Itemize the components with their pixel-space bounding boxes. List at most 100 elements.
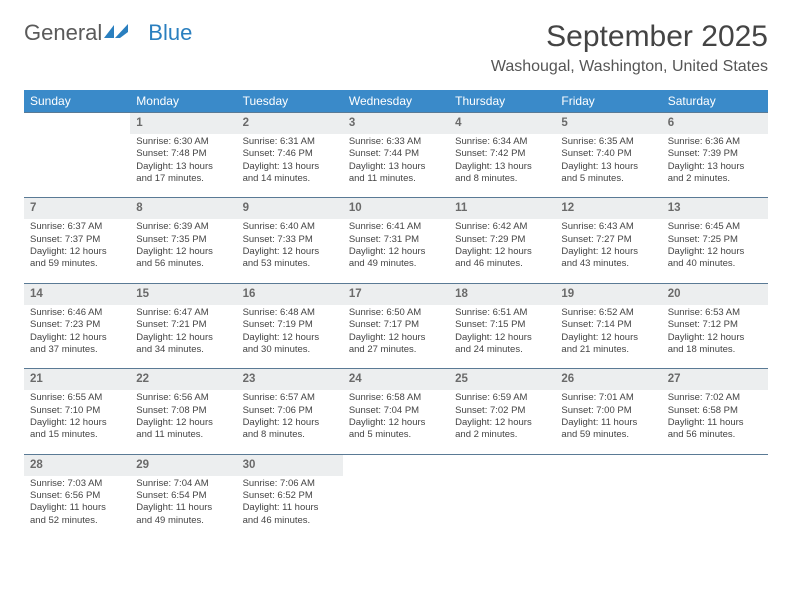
sunset-text: Sunset: 7:14 PM [561,319,655,331]
sunset-text: Sunset: 7:39 PM [668,148,762,160]
day-content-cell: Sunrise: 6:58 AMSunset: 7:04 PMDaylight:… [343,390,449,454]
day-number-cell: 5 [555,113,661,134]
sunset-text: Sunset: 7:17 PM [349,319,443,331]
day-number-cell: 11 [449,198,555,219]
day-number-cell: 19 [555,283,661,304]
sunrise-text: Sunrise: 6:50 AM [349,307,443,319]
daylight-text: Daylight: 12 hours and 46 minutes. [455,246,549,271]
sunrise-text: Sunrise: 6:31 AM [243,136,337,148]
day-content-cell: Sunrise: 6:56 AMSunset: 7:08 PMDaylight:… [130,390,236,454]
day-content-cell: Sunrise: 6:41 AMSunset: 7:31 PMDaylight:… [343,219,449,283]
sunrise-text: Sunrise: 6:30 AM [136,136,230,148]
logo-text-blue: Blue [148,20,192,46]
daylight-text: Daylight: 12 hours and 27 minutes. [349,332,443,357]
daylight-text: Daylight: 12 hours and 2 minutes. [455,417,549,442]
sunrise-text: Sunrise: 6:46 AM [30,307,124,319]
day-number-cell: 15 [130,283,236,304]
sunset-text: Sunset: 7:21 PM [136,319,230,331]
day-number-row: 123456 [24,113,768,134]
daylight-text: Daylight: 13 hours and 14 minutes. [243,161,337,186]
day-number-row: 282930 [24,454,768,475]
sunset-text: Sunset: 7:29 PM [455,234,549,246]
weekday-header: Tuesday [237,90,343,113]
calendar-table: Sunday Monday Tuesday Wednesday Thursday… [24,90,768,540]
day-content-cell: Sunrise: 7:06 AMSunset: 6:52 PMDaylight:… [237,476,343,540]
sunrise-text: Sunrise: 7:02 AM [668,392,762,404]
day-number-cell: 6 [662,113,768,134]
logo-flag-icon [104,20,130,46]
sunrise-text: Sunrise: 6:36 AM [668,136,762,148]
day-content-cell: Sunrise: 7:04 AMSunset: 6:54 PMDaylight:… [130,476,236,540]
daylight-text: Daylight: 11 hours and 49 minutes. [136,502,230,527]
day-content-cell: Sunrise: 6:53 AMSunset: 7:12 PMDaylight:… [662,305,768,369]
sunset-text: Sunset: 7:08 PM [136,405,230,417]
day-content-cell: Sunrise: 6:37 AMSunset: 7:37 PMDaylight:… [24,219,130,283]
day-number-cell: 2 [237,113,343,134]
daylight-text: Daylight: 11 hours and 46 minutes. [243,502,337,527]
sunset-text: Sunset: 7:23 PM [30,319,124,331]
sunrise-text: Sunrise: 6:33 AM [349,136,443,148]
daylight-text: Daylight: 13 hours and 2 minutes. [668,161,762,186]
day-number-cell: 9 [237,198,343,219]
daylight-text: Daylight: 13 hours and 5 minutes. [561,161,655,186]
day-number-cell: 20 [662,283,768,304]
day-content-row: Sunrise: 6:46 AMSunset: 7:23 PM Daylight:… [24,305,768,369]
sunset-text: Sunset: 7:31 PM [349,234,443,246]
sunset-text: Sunset: 6:56 PM [30,490,124,502]
day-content-row: Sunrise: 7:03 AMSunset: 6:56 PMDaylight:… [24,476,768,540]
day-number-cell: 3 [343,113,449,134]
day-number-cell: 13 [662,198,768,219]
day-number-cell: 7 [24,198,130,219]
day-content-cell [449,476,555,540]
day-number-cell: 16 [237,283,343,304]
sunrise-text: Sunrise: 6:51 AM [455,307,549,319]
sunrise-text: Sunrise: 6:40 AM [243,221,337,233]
daylight-text: Daylight: 12 hours and 40 minutes. [668,246,762,271]
page-header: General Blue September 2025 Washougal, W… [24,20,768,76]
sunrise-text: Sunrise: 7:03 AM [30,478,124,490]
day-number-cell: 12 [555,198,661,219]
day-content-cell: Sunrise: 6:45 AMSunset: 7:25 PMDaylight:… [662,219,768,283]
daylight-text: Daylight: 12 hours and 43 minutes. [561,246,655,271]
day-content-cell: Sunrise: 6:59 AMSunset: 7:02 PMDaylight:… [449,390,555,454]
day-number-cell: 27 [662,369,768,390]
day-content-cell: Sunrise: 6:30 AMSunset: 7:48 PMDaylight:… [130,134,236,198]
daylight-text: Daylight: 12 hours and 8 minutes. [243,417,337,442]
calendar-body: 123456Sunrise: 6:30 AMSunset: 7:48 PMDay… [24,113,768,540]
daylight-text: Daylight: 12 hours and 24 minutes. [455,332,549,357]
sunrise-text: Sunrise: 6:47 AM [136,307,230,319]
day-content-cell: Sunrise: 6:39 AMSunset: 7:35 PMDaylight:… [130,219,236,283]
day-content-cell: Sunrise: 6:36 AMSunset: 7:39 PMDaylight:… [662,134,768,198]
day-content-cell: Sunrise: 6:43 AMSunset: 7:27 PMDaylight:… [555,219,661,283]
daylight-text: Daylight: 12 hours and 56 minutes. [136,246,230,271]
day-content-row: Sunrise: 6:30 AMSunset: 7:48 PMDaylight:… [24,134,768,198]
day-number-cell: 18 [449,283,555,304]
day-content-cell: Sunrise: 6:47 AMSunset: 7:21 PMDaylight:… [130,305,236,369]
day-number-cell [449,454,555,475]
sunrise-text: Sunrise: 6:41 AM [349,221,443,233]
sunset-text: Sunset: 7:10 PM [30,405,124,417]
daylight-text: Daylight: 11 hours and 52 minutes. [30,502,124,527]
weekday-header: Thursday [449,90,555,113]
day-content-cell: Sunrise: 6:52 AMSunset: 7:14 PMDaylight:… [555,305,661,369]
day-content-cell [24,134,130,198]
weekday-header: Friday [555,90,661,113]
daylight-text: Daylight: 12 hours and 53 minutes. [243,246,337,271]
daylight-text: Daylight: 13 hours and 17 minutes. [136,161,230,186]
sunrise-text: Sunrise: 6:55 AM [30,392,124,404]
daylight-text: Daylight: 12 hours and 34 minutes. [136,332,230,357]
day-content-cell: Sunrise: 7:01 AMSunset: 7:00 PMDaylight:… [555,390,661,454]
day-content-cell: Sunrise: 6:34 AMSunset: 7:42 PMDaylight:… [449,134,555,198]
sunrise-text: Sunrise: 6:37 AM [30,221,124,233]
month-title: September 2025 [491,20,768,54]
sunset-text: Sunset: 6:52 PM [243,490,337,502]
sunrise-text: Sunrise: 6:53 AM [668,307,762,319]
sunrise-text: Sunrise: 7:06 AM [243,478,337,490]
sunrise-text: Sunrise: 6:35 AM [561,136,655,148]
day-content-cell: Sunrise: 7:03 AMSunset: 6:56 PMDaylight:… [24,476,130,540]
sunrise-text: Sunrise: 6:34 AM [455,136,549,148]
sunset-text: Sunset: 7:42 PM [455,148,549,160]
day-content-cell: Sunrise: 6:35 AMSunset: 7:40 PMDaylight:… [555,134,661,198]
day-content-cell: Sunrise: 6:57 AMSunset: 7:06 PMDaylight:… [237,390,343,454]
day-content-cell: Sunrise: 6:46 AMSunset: 7:23 PMDaylight:… [24,305,130,369]
